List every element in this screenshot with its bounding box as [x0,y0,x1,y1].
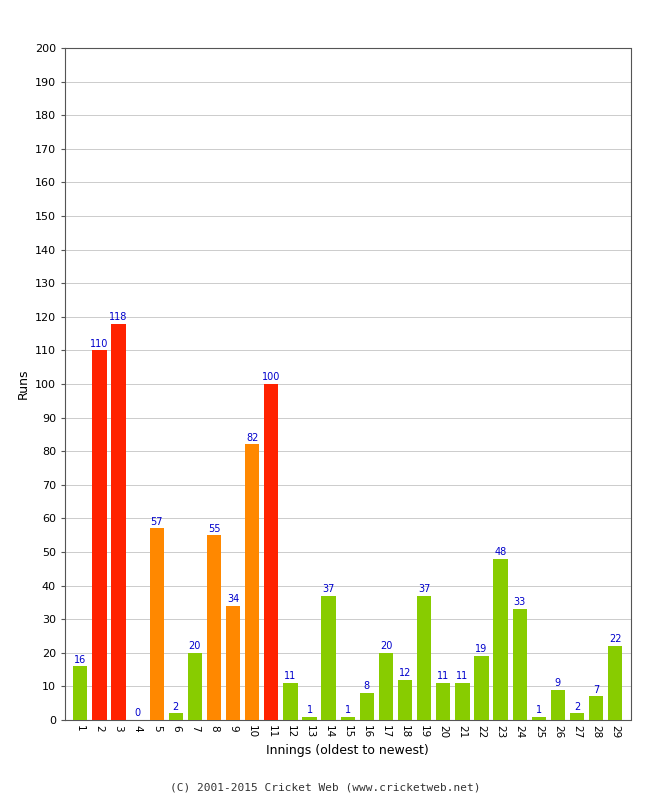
Text: 33: 33 [514,598,526,607]
Bar [188,653,202,720]
Text: 100: 100 [262,372,281,382]
Text: 16: 16 [74,654,86,665]
Bar [474,656,489,720]
Bar [245,445,259,720]
Bar [207,535,221,720]
Text: 12: 12 [399,668,411,678]
Text: 7: 7 [593,685,599,694]
Text: 0: 0 [135,708,140,718]
Bar [322,596,336,720]
Bar [436,683,450,720]
Text: 48: 48 [495,547,507,557]
Text: 34: 34 [227,594,239,604]
Text: 9: 9 [555,678,561,688]
Text: 110: 110 [90,338,109,349]
Text: 20: 20 [188,641,201,651]
Bar [513,609,527,720]
Text: 57: 57 [150,517,163,527]
Bar [73,666,88,720]
Bar [608,646,623,720]
Text: 55: 55 [208,523,220,534]
Text: 2: 2 [574,702,580,712]
Text: 2: 2 [173,702,179,712]
Text: 1: 1 [344,705,351,715]
Bar [551,690,565,720]
Bar [359,693,374,720]
Y-axis label: Runs: Runs [16,369,29,399]
Bar [168,714,183,720]
Bar [92,350,107,720]
X-axis label: Innings (oldest to newest): Innings (oldest to newest) [266,744,429,757]
Bar [283,683,298,720]
Text: 37: 37 [322,584,335,594]
Bar [379,653,393,720]
Bar [150,529,164,720]
Text: 22: 22 [609,634,621,645]
Text: 11: 11 [456,671,469,682]
Text: 8: 8 [364,682,370,691]
Text: 20: 20 [380,641,392,651]
Bar [589,697,603,720]
Text: 1: 1 [536,705,542,715]
Bar [417,596,432,720]
Bar [570,714,584,720]
Text: 1: 1 [307,705,313,715]
Bar [341,717,355,720]
Bar [226,606,240,720]
Bar [455,683,469,720]
Bar [111,323,125,720]
Text: 11: 11 [437,671,449,682]
Text: 19: 19 [475,645,488,654]
Bar [302,717,317,720]
Text: 11: 11 [284,671,296,682]
Bar [532,717,546,720]
Text: (C) 2001-2015 Cricket Web (www.cricketweb.net): (C) 2001-2015 Cricket Web (www.cricketwe… [170,782,480,792]
Bar [493,558,508,720]
Text: 37: 37 [418,584,430,594]
Text: 82: 82 [246,433,259,443]
Text: 118: 118 [109,312,127,322]
Bar [398,680,412,720]
Bar [264,384,278,720]
